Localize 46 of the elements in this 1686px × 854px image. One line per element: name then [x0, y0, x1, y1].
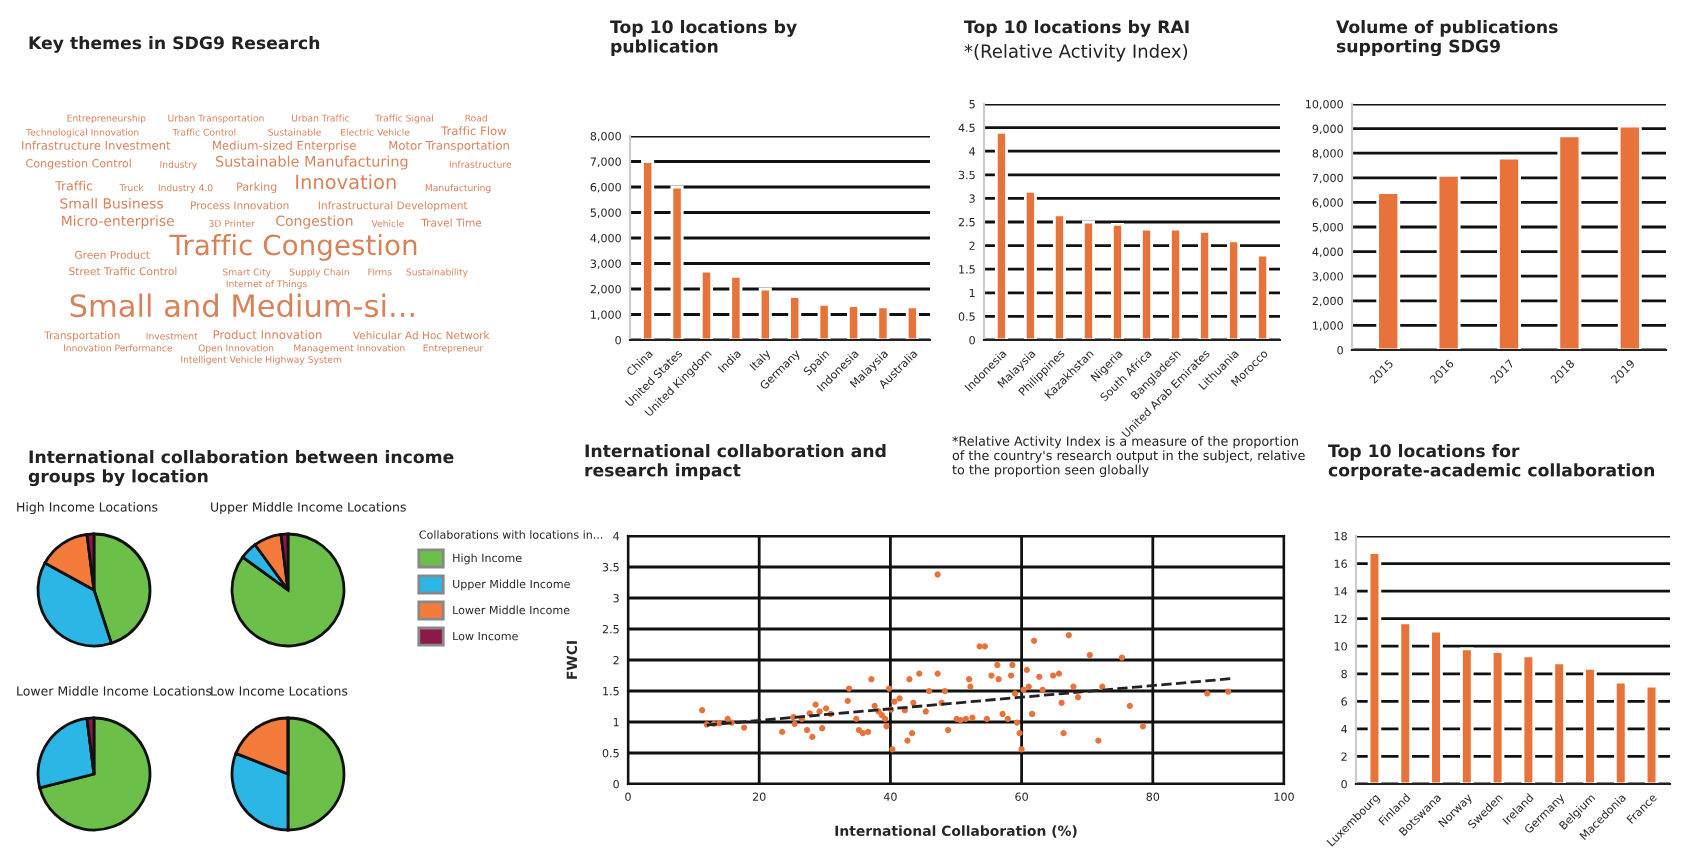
bar [876, 305, 890, 340]
bar [758, 287, 772, 340]
bar [1490, 650, 1505, 784]
bar [1082, 220, 1095, 340]
bar [1256, 253, 1270, 340]
bar [699, 269, 714, 340]
bar [1460, 647, 1474, 784]
text: Small and Medium-si... [70, 293, 414, 318]
chart-title: International collaboration between income groups by location [28, 450, 454, 487]
bar [1367, 551, 1382, 784]
bar [670, 185, 684, 340]
text: Key themes in SDG9 Research [29, 36, 320, 53]
bar [1227, 239, 1241, 340]
bar [1111, 222, 1124, 340]
bar [1613, 680, 1628, 784]
bar [1140, 227, 1153, 340]
bar [994, 130, 1008, 340]
chart-title: Top 10 locations for corporate-academic collaboration [1328, 444, 1655, 480]
bar [641, 160, 655, 340]
bar [817, 302, 831, 340]
bar [1521, 654, 1536, 784]
bar [788, 295, 802, 340]
bar [905, 305, 919, 340]
bar [1552, 661, 1566, 784]
bar [1617, 124, 1642, 350]
bar [846, 304, 861, 340]
chart-subtitle: *(Relative Activity Index) [964, 44, 1188, 62]
bar [1376, 191, 1401, 350]
bar [1583, 666, 1597, 784]
bar [1198, 230, 1212, 340]
chart-title: International collaboration and research impact [585, 444, 886, 480]
bar [1169, 227, 1182, 340]
bar [729, 274, 743, 340]
chart-title: Volume of publications supporting SDG9 [1336, 20, 1558, 57]
text: Innovation [296, 174, 396, 190]
bar [1023, 189, 1037, 340]
bar [1436, 173, 1461, 350]
chart-title: Top 10 locations by publication [610, 20, 797, 57]
bar [1398, 621, 1413, 784]
bar [1497, 156, 1521, 350]
chart-title: Top 10 locations by RAI [964, 20, 1189, 37]
bar [1429, 629, 1443, 784]
bar [1557, 134, 1582, 350]
bar [1052, 213, 1066, 340]
text: Traffic Congestion [169, 233, 417, 261]
bar [1644, 684, 1659, 784]
